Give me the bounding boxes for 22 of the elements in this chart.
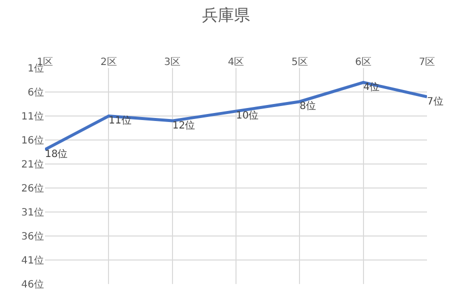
x-tick-label: 5区	[291, 57, 308, 68]
y-tick-label: 6位	[28, 86, 44, 98]
y-tick-label: 41位	[21, 254, 44, 266]
y-tick-label: 46位	[21, 278, 44, 290]
data-label: 10位	[236, 110, 259, 122]
x-tick-label: 3区	[164, 57, 181, 68]
y-tick-label: 11位	[21, 110, 44, 122]
y-tick-label: 31位	[21, 206, 44, 218]
data-label: 11位	[108, 114, 132, 126]
y-tick-label: 16位	[21, 134, 44, 146]
x-tick-label: 4区	[228, 57, 244, 68]
data-label: 18位	[45, 148, 68, 160]
x-tick-label: 2区	[100, 57, 117, 68]
data-label: 12位	[172, 119, 196, 132]
y-tick-label: 26位	[21, 182, 44, 194]
y-tick-label: 21位	[21, 158, 44, 170]
x-tick-label: 6区	[355, 57, 372, 68]
x-tick-label: 7区	[418, 57, 436, 68]
y-tick-label: 36位	[21, 230, 44, 242]
data-label: 8位	[300, 100, 316, 112]
chart-title: 兵庫県	[202, 5, 250, 24]
data-label: 7位	[427, 95, 444, 108]
